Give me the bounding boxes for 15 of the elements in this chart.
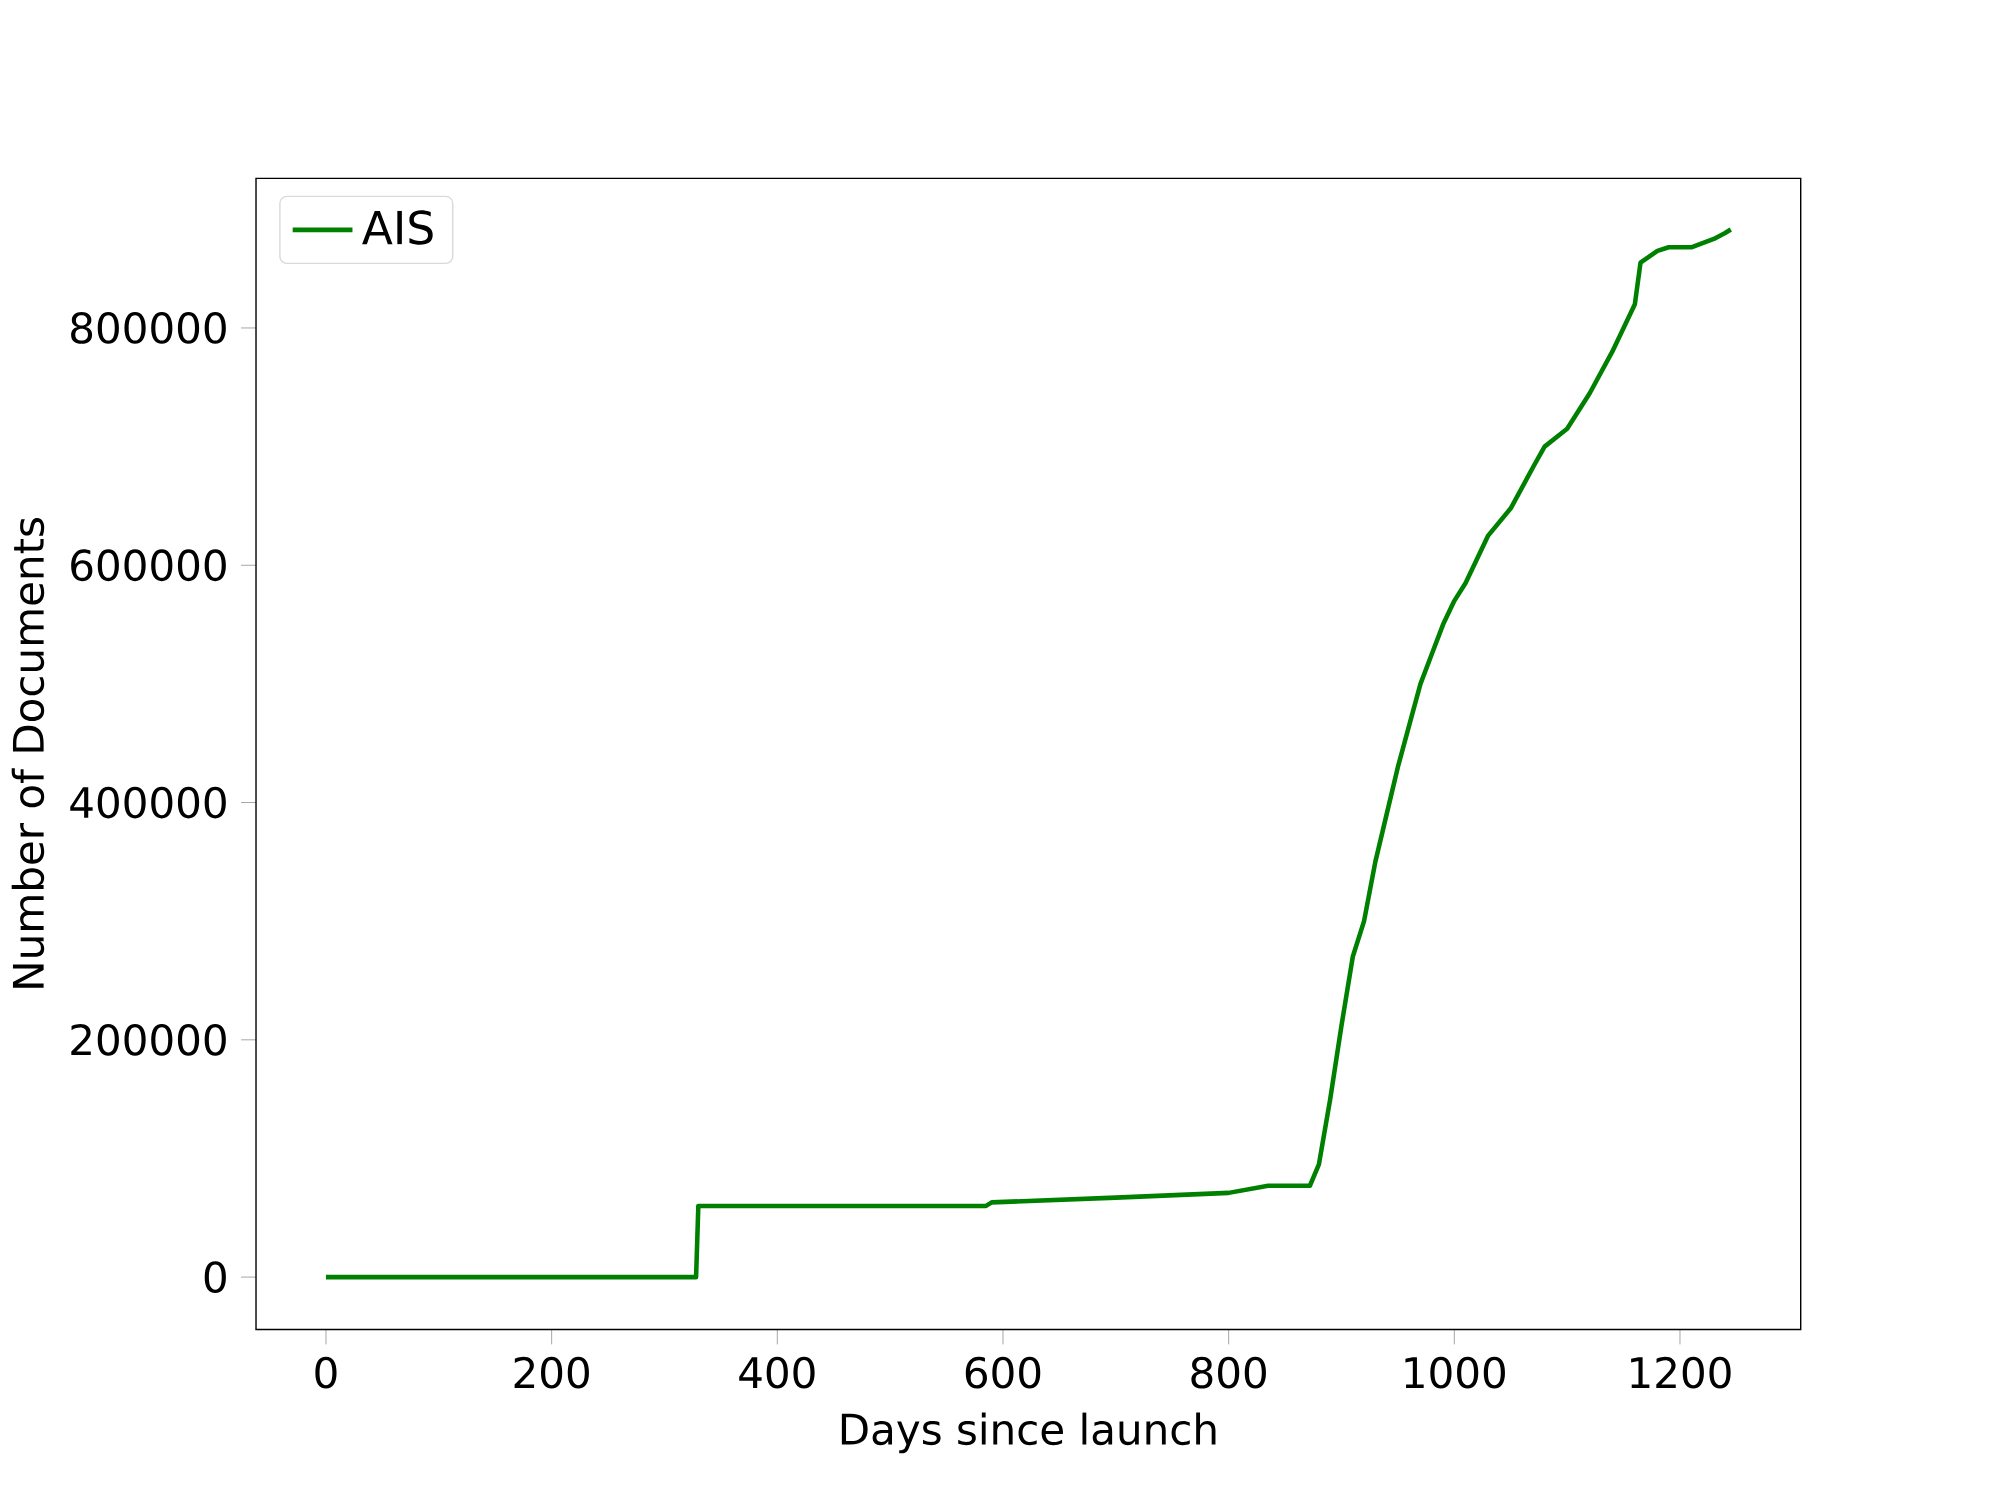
x-tick-label: 800	[1191, 1356, 1266, 1389]
x-tick-label: 1000	[1405, 1356, 1505, 1389]
y-tick-label: 600000	[71, 549, 226, 582]
x-tick-label: 1200	[1631, 1356, 1731, 1389]
x-tick-label: 0	[315, 1356, 337, 1389]
x-tick-label: 200	[514, 1356, 589, 1389]
y-tick-label: 0	[204, 1261, 226, 1294]
x-axis-title: Days since launch	[841, 1412, 1216, 1454]
x-tick-label: 600	[965, 1356, 1041, 1389]
legend-label: AIS	[362, 210, 433, 245]
y-axis-title: Number of Documents	[11, 518, 45, 988]
y-tick-label: 800000	[71, 312, 226, 344]
y-tick-label: 200000	[71, 1023, 226, 1056]
y-tick-label: 400000	[70, 786, 226, 819]
x-tick-label: 400	[739, 1356, 815, 1389]
